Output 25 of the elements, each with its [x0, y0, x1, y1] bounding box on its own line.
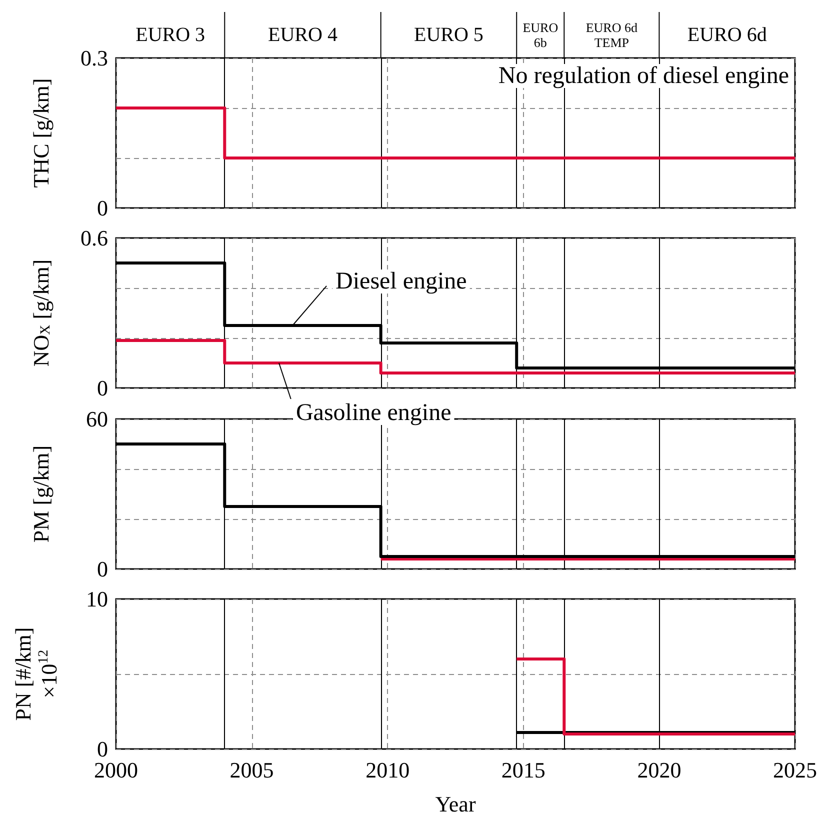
y-tick-label: 0.6: [80, 226, 108, 250]
y-tick-label: 0: [97, 376, 108, 400]
x-tick-label: 2025: [773, 758, 817, 782]
text: EURO 3: [136, 24, 206, 46]
y-axis-title: THC [g/km]: [28, 78, 54, 188]
text: EURO 5: [414, 24, 484, 46]
y-tick-label: 0.3: [80, 46, 108, 70]
y-tick-label: 0: [97, 196, 108, 220]
x-tick-label: 2015: [501, 758, 546, 782]
x-axis-title: Year: [435, 792, 476, 816]
text: EURO 6d TEMP: [586, 20, 638, 50]
text: EURO 6b: [522, 20, 558, 50]
annotation: No regulation of diesel engine: [498, 63, 789, 89]
x-tick-label: 2010: [366, 758, 410, 782]
y-axis-title: PM [g/km]: [28, 445, 54, 543]
x-tick-label: 2005: [230, 758, 274, 782]
y-tick-label: 0: [97, 556, 108, 582]
annotation: Gasoline engine: [296, 400, 452, 426]
y-axis-title: NOX [g/km]: [28, 259, 54, 367]
y-tick-label: 60: [86, 406, 108, 432]
text: EURO 4: [268, 24, 338, 46]
x-tick-label: 2020: [637, 758, 682, 782]
annotation: Diesel engine: [336, 268, 467, 294]
text: EURO 6d: [687, 24, 767, 46]
y-tick-label: 10: [86, 586, 108, 612]
